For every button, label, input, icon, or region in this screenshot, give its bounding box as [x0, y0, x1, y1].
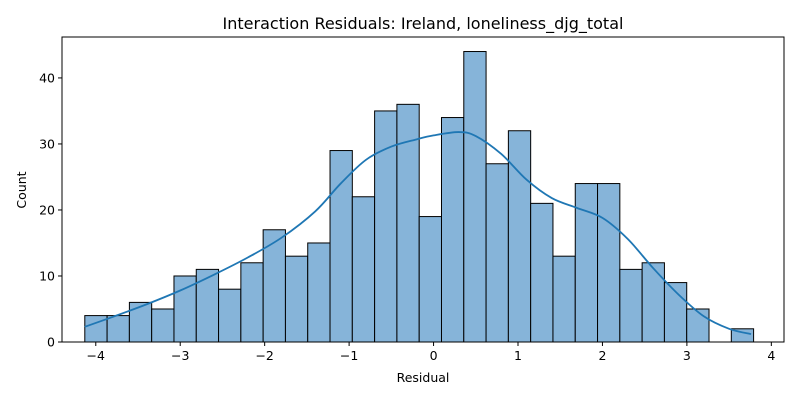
x-axis: −4 −3 −2 −1 0 1 2 3 4 — [87, 342, 775, 363]
histogram-bar — [218, 288, 242, 343]
histogram-bar — [485, 163, 509, 343]
histogram-bar — [195, 268, 220, 343]
y-axis-label: Count — [14, 171, 29, 208]
histogram-bar — [619, 268, 643, 343]
y-axis: 0 10 20 30 40 — [39, 70, 62, 350]
x-tick-label: −2 — [255, 348, 273, 363]
y-tick-label: 0 — [47, 335, 55, 350]
plot-frame — [61, 36, 785, 343]
x-axis-label: Residual — [397, 370, 450, 385]
histogram-bar — [307, 242, 331, 343]
histogram-bar — [173, 275, 197, 343]
histogram-bar — [106, 315, 130, 343]
histogram-bar — [128, 301, 153, 343]
histogram-bar — [552, 255, 576, 343]
x-tick-label: 2 — [598, 348, 606, 363]
x-tick-label: 1 — [514, 348, 522, 363]
histogram-bar — [351, 196, 376, 343]
x-tick-label: 0 — [430, 348, 438, 363]
histogram-bars — [84, 51, 755, 343]
histogram-bar — [240, 262, 264, 343]
x-tick-label: −4 — [87, 348, 105, 363]
kde-line — [84, 131, 752, 335]
histogram-bar — [597, 183, 621, 343]
histogram-bar — [507, 130, 532, 343]
x-tick-label: −1 — [340, 348, 358, 363]
histogram-bar — [686, 308, 710, 343]
x-tick-label: 3 — [683, 348, 691, 363]
histogram-bar — [151, 308, 175, 343]
y-tick-label: 20 — [39, 202, 55, 217]
histogram-bar — [418, 216, 442, 343]
chart-title: Interaction Residuals: Ireland, loneline… — [223, 14, 624, 34]
histogram-bar — [641, 262, 665, 343]
histogram-bar — [284, 255, 309, 343]
histogram-bar — [574, 183, 599, 343]
x-tick-label: −3 — [171, 348, 189, 363]
histogram-bar — [463, 51, 487, 343]
histogram-bar — [440, 117, 465, 343]
y-tick-label: 30 — [39, 136, 55, 151]
y-tick-label: 10 — [39, 268, 55, 283]
histogram-bar — [329, 150, 353, 343]
histogram-bar — [530, 202, 554, 343]
y-tick-label: 40 — [39, 70, 55, 85]
x-tick-label: 4 — [767, 348, 775, 363]
